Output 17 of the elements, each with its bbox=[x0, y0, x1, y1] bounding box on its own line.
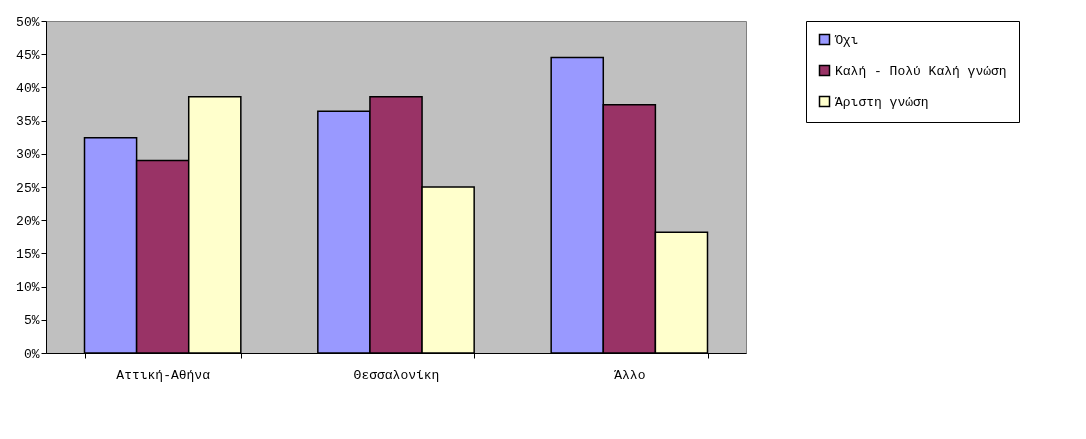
y-tick-label: 40% bbox=[16, 80, 40, 96]
y-tick-label: 25% bbox=[16, 180, 40, 196]
legend-label: Όχι bbox=[834, 32, 859, 48]
y-tick-label: 5% bbox=[23, 313, 40, 329]
legend-label: Άριστη γνώση bbox=[835, 94, 929, 110]
y-tick-label: 20% bbox=[16, 213, 40, 229]
y-tick-label: 15% bbox=[16, 246, 40, 262]
x-tick-label: Θεσσαλονίκη bbox=[353, 367, 440, 383]
legend-label: Καλή - Πολύ Καλή γνώση bbox=[835, 63, 1007, 79]
y-tick-label: 35% bbox=[16, 114, 40, 130]
y-tick-label: 45% bbox=[16, 47, 40, 63]
y-tick-label: 30% bbox=[16, 147, 40, 163]
y-tick-label: 10% bbox=[16, 280, 40, 296]
y-tick-label: 0% bbox=[23, 346, 40, 362]
x-tick-label: Άλλο bbox=[614, 367, 646, 383]
y-tick-label: 50% bbox=[16, 14, 40, 30]
x-tick-label: Αττική-Αθήνα bbox=[116, 367, 211, 383]
